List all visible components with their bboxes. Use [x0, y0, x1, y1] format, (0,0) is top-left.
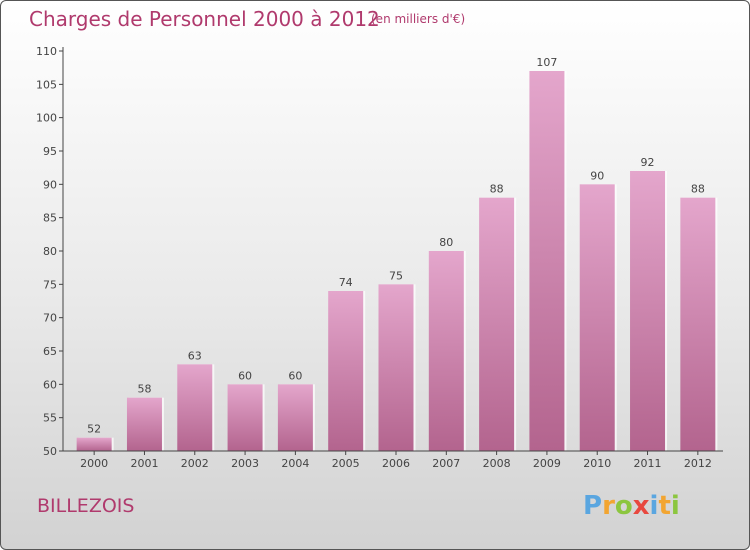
bar [680, 197, 716, 451]
bar [328, 291, 364, 451]
logo-letter: r [602, 491, 615, 521]
bar-value-label: 75 [389, 269, 403, 282]
logo-letter: i [649, 491, 659, 521]
x-tick-label: 2012 [684, 457, 712, 470]
x-tick-label: 2001 [130, 457, 158, 470]
bar-value-label: 80 [439, 236, 453, 249]
x-tick-label: 2005 [332, 457, 360, 470]
bar [579, 184, 615, 452]
logo-letter: P [583, 491, 603, 521]
y-tick-label: 70 [43, 312, 57, 325]
proxiti-logo: Proxiti [583, 491, 680, 521]
bar-value-label: 63 [188, 349, 202, 362]
bar [378, 284, 414, 451]
bar [277, 384, 313, 451]
x-tick-label: 2000 [80, 457, 108, 470]
bar-value-label: 60 [238, 369, 252, 382]
x-tick-label: 2010 [583, 457, 611, 470]
bar [428, 251, 464, 451]
bar-value-label: 90 [590, 169, 604, 182]
logo-letter: o [614, 491, 633, 521]
y-tick-label: 95 [43, 145, 57, 158]
bar-value-label: 74 [339, 276, 353, 289]
bar-value-label: 58 [137, 383, 151, 396]
y-tick-label: 100 [36, 112, 57, 125]
chart-subtitle: (en milliers d'€) [371, 12, 466, 26]
y-tick-label: 60 [43, 378, 57, 391]
bar [227, 384, 263, 451]
x-tick-label: 2004 [281, 457, 309, 470]
y-tick-label: 90 [43, 178, 57, 191]
logo-letter: i [670, 491, 680, 521]
bar-value-label: 60 [288, 369, 302, 382]
bar-value-label: 88 [691, 183, 705, 196]
y-tick-label: 65 [43, 345, 57, 358]
bar-value-label: 107 [536, 56, 557, 69]
bar-value-label: 88 [490, 183, 504, 196]
x-tick-label: 2009 [533, 457, 561, 470]
bar [177, 364, 213, 451]
bar [529, 71, 565, 451]
y-tick-label: 55 [43, 412, 57, 425]
x-tick-label: 2003 [231, 457, 259, 470]
x-tick-label: 2008 [483, 457, 511, 470]
y-tick-label: 80 [43, 245, 57, 258]
y-tick-label: 105 [36, 78, 57, 91]
bar [630, 171, 666, 451]
bar-value-label: 92 [641, 156, 655, 169]
x-tick-label: 2007 [432, 457, 460, 470]
logo-letter: x [632, 491, 650, 521]
x-tick-label: 2011 [634, 457, 662, 470]
y-tick-label: 85 [43, 212, 57, 225]
bar [76, 437, 112, 451]
y-tick-label: 75 [43, 278, 57, 291]
bar [479, 197, 515, 451]
city-name: BILLEZOIS [37, 495, 135, 517]
chart-title: Charges de Personnel 2000 à 2012 [29, 7, 380, 31]
y-tick-label: 50 [43, 445, 57, 458]
x-tick-label: 2006 [382, 457, 410, 470]
y-tick-label: 110 [36, 45, 57, 58]
bar-value-label: 52 [87, 423, 101, 436]
bar [126, 397, 162, 451]
logo-letter: t [658, 491, 671, 521]
x-tick-label: 2002 [181, 457, 209, 470]
